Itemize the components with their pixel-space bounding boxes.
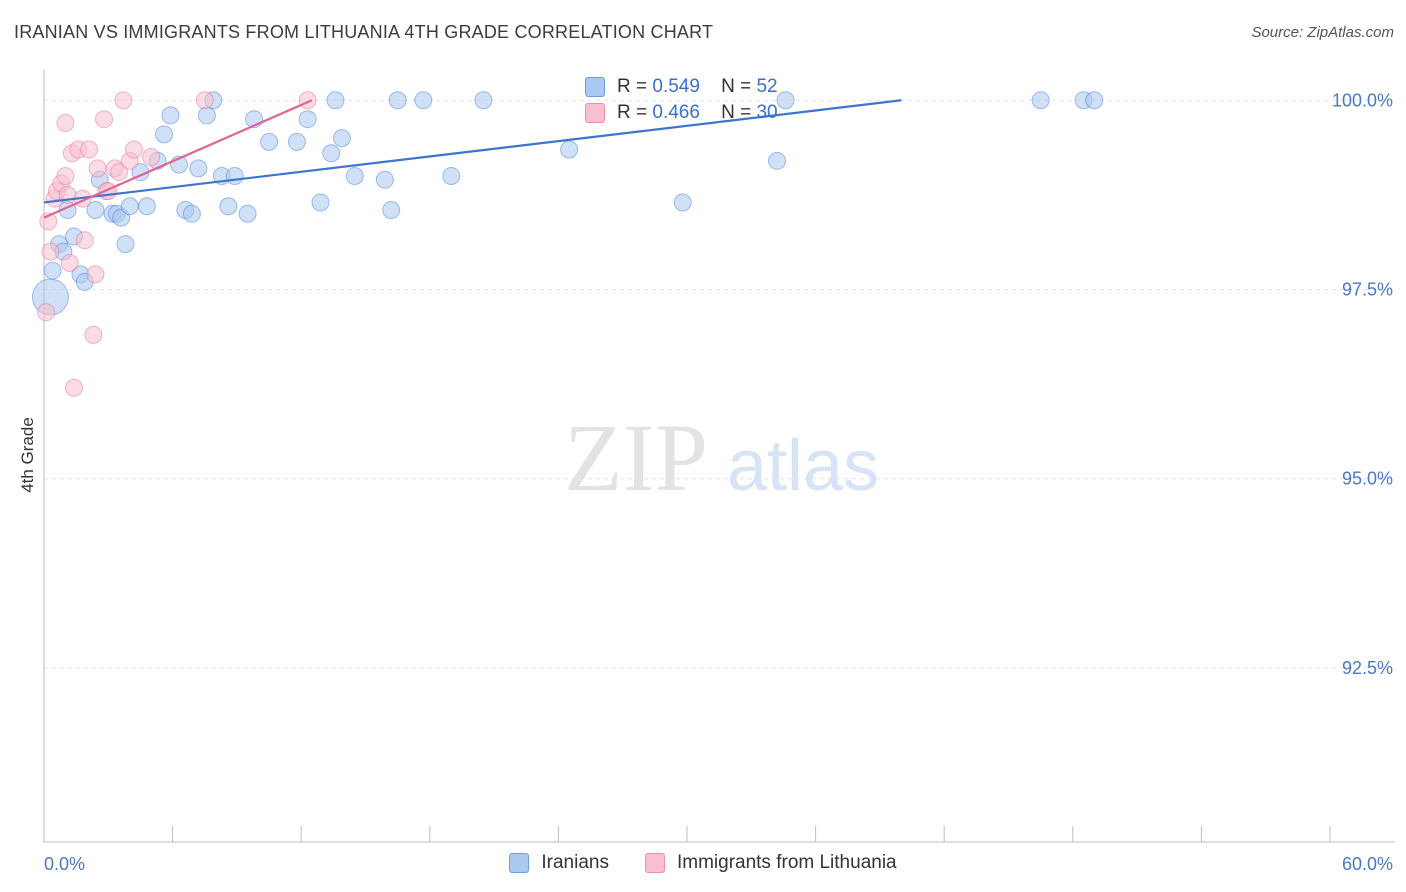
data-point — [474, 91, 493, 110]
x-tick-label: 0.0% — [44, 854, 85, 874]
data-point — [225, 166, 244, 185]
data-point — [560, 140, 579, 159]
legend-row-iranians: R = 0.549 N = 52 — [585, 74, 778, 100]
data-point — [326, 91, 345, 110]
stats-legend: R = 0.549 N = 52 R = 0.466 N = 30 — [563, 70, 815, 130]
data-point — [80, 140, 99, 159]
data-point — [86, 265, 105, 284]
source-label: Source: ZipAtlas.com — [1251, 24, 1394, 41]
trend-lines — [43, 99, 902, 219]
axes — [43, 70, 1395, 843]
data-point — [298, 91, 317, 110]
data-point — [110, 163, 129, 182]
chart-title: IRANIAN VS IMMIGRANTS FROM LITHUANIA 4TH… — [14, 22, 714, 42]
watermark-atlas: atlas — [727, 426, 879, 506]
data-point — [197, 106, 216, 125]
data-point — [161, 106, 180, 125]
data-point — [238, 204, 257, 223]
data-point — [125, 140, 144, 159]
legend-n-label: N = — [721, 102, 752, 123]
data-point — [182, 204, 201, 223]
data-point — [142, 148, 161, 167]
bottom-legend: Iranians Immigrants from Lithuania — [0, 852, 1406, 874]
data-point — [1085, 91, 1104, 110]
data-point — [414, 91, 433, 110]
legend-n-value: 52 — [756, 76, 778, 97]
data-point — [287, 132, 306, 151]
data-point — [114, 91, 133, 110]
data-point — [65, 378, 84, 397]
y-tick-label: 100.0% — [1332, 90, 1393, 110]
legend-row-lithuania: R = 0.466 N = 30 — [585, 100, 778, 126]
data-point — [84, 325, 103, 344]
y-tick-label: 92.5% — [1342, 658, 1393, 678]
data-point — [75, 231, 94, 250]
legend-r-label: R = — [617, 102, 648, 123]
data-point — [86, 201, 105, 220]
bottom-legend-item-iranians[interactable]: Iranians — [509, 852, 609, 874]
trend-line — [43, 99, 902, 204]
data-point — [56, 113, 75, 132]
data-point — [195, 91, 214, 110]
legend-swatch-lithuania — [585, 103, 605, 123]
y-tick-label: 97.5% — [1342, 279, 1393, 299]
data-point — [56, 166, 75, 185]
data-point — [219, 197, 238, 216]
data-point — [260, 132, 279, 151]
bottom-legend-swatch-iranians — [509, 853, 530, 873]
data-point — [345, 166, 364, 185]
data-point — [673, 193, 692, 212]
data-point — [43, 261, 62, 280]
data-point — [311, 193, 330, 212]
data-point — [322, 144, 341, 163]
grid-lines — [44, 99, 1395, 669]
data-point — [88, 159, 107, 178]
legend-n-value: 30 — [756, 102, 778, 123]
data-point — [95, 110, 114, 129]
data-point — [60, 254, 79, 272]
data-point — [776, 91, 795, 110]
data-point — [442, 166, 461, 185]
data-point — [116, 235, 135, 254]
data-point — [332, 129, 351, 148]
data-point — [382, 201, 401, 220]
legend-r-value: 0.466 — [652, 102, 700, 123]
data-point — [298, 110, 317, 129]
x-tick-label: 60.0% — [1342, 854, 1393, 874]
legend-swatch-iranians — [585, 77, 605, 97]
legend-n-label: N = — [721, 76, 752, 97]
watermark-zip: ZIP — [564, 404, 708, 511]
data-point — [768, 151, 787, 170]
y-tick-labels: 100.0% 97.5% 95.0% 92.5% — [1332, 90, 1393, 678]
data-point — [375, 170, 394, 189]
watermark: ZIP atlas — [564, 404, 879, 511]
data-point — [1031, 91, 1050, 110]
data-point — [388, 91, 407, 110]
x-tick-labels: 0.0% 60.0% — [44, 854, 1393, 874]
data-points — [31, 91, 1104, 397]
data-point — [155, 125, 174, 144]
data-point — [37, 303, 56, 322]
bottom-legend-swatch-lithuania — [644, 853, 665, 873]
bottom-legend-label-lithuania: Immigrants from Lithuania — [676, 852, 897, 873]
data-point — [189, 159, 208, 178]
bottom-legend-label-iranians: Iranians — [541, 852, 609, 873]
data-point — [41, 242, 60, 261]
y-tick-label: 95.0% — [1342, 469, 1393, 489]
data-point — [137, 197, 156, 216]
legend-r-label: R = — [617, 76, 648, 97]
trend-line — [43, 99, 313, 219]
bottom-legend-item-lithuania[interactable]: Immigrants from Lithuania — [644, 852, 897, 874]
legend-r-value: 0.549 — [652, 76, 700, 97]
data-point — [120, 197, 139, 216]
